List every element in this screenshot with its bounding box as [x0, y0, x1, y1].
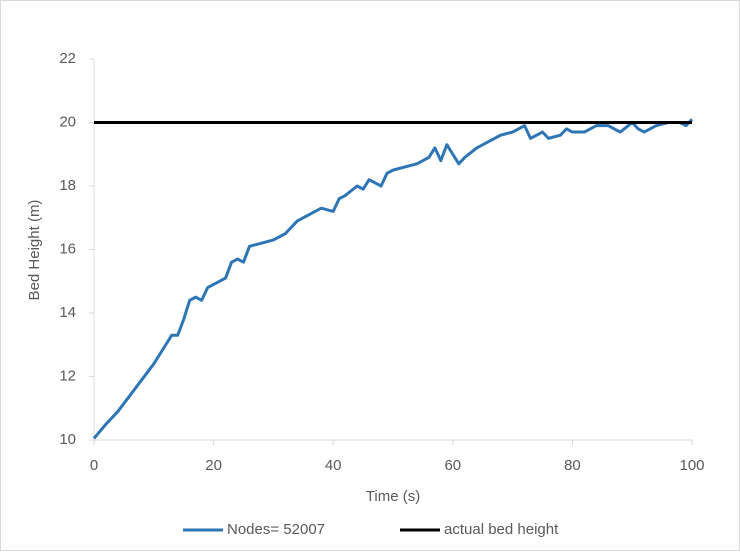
x-tick-label: 0 — [90, 457, 98, 474]
y-tick-label: 10 — [59, 431, 76, 448]
y-tick-label: 16 — [59, 240, 76, 257]
y-tick-label: 14 — [59, 304, 76, 321]
y-axis-title: Bed Height (m) — [26, 200, 43, 301]
legend-label: actual bed height — [444, 521, 559, 538]
x-tick-label: 60 — [444, 457, 461, 474]
y-tick-label: 18 — [59, 177, 76, 194]
y-tick-label: 20 — [59, 113, 76, 130]
legend-label: Nodes= 52007 — [227, 521, 325, 538]
x-tick-label: 100 — [679, 457, 704, 474]
y-tick-label: 22 — [59, 50, 76, 67]
x-tick-label: 80 — [564, 457, 581, 474]
x-tick-label: 40 — [325, 457, 342, 474]
series-line — [92, 118, 694, 440]
x-axis-title: Time (s) — [366, 488, 420, 505]
x-tick-label: 20 — [205, 457, 222, 474]
y-tick-label: 12 — [59, 367, 76, 384]
